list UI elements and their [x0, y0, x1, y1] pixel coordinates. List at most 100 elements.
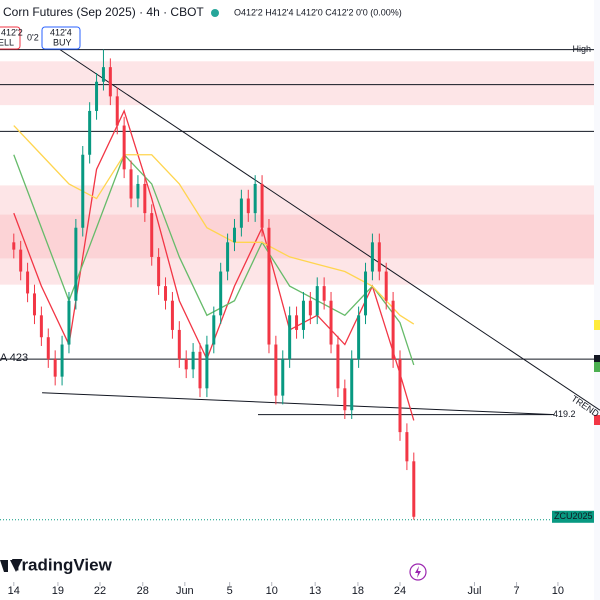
candle-body — [136, 183, 140, 199]
price-tag — [594, 362, 600, 372]
candle-body — [129, 169, 133, 199]
symbol-title: Corn Futures (Sep 2025) · 4h · CBOT — [3, 5, 204, 19]
price-axis-strip — [594, 0, 600, 600]
spread: 0'2 — [27, 32, 39, 42]
x-tick-label: 10 — [552, 585, 564, 597]
candle-body — [232, 227, 236, 243]
candle-body — [32, 293, 36, 316]
candle-body — [74, 227, 78, 301]
candle-body — [219, 271, 223, 316]
candle-body — [253, 183, 257, 214]
candle-body — [391, 300, 395, 360]
candle-body — [53, 359, 57, 377]
candle-body — [281, 359, 285, 396]
candle-body — [226, 242, 230, 272]
candle-body — [101, 67, 105, 82]
x-tick-label: 19 — [52, 585, 64, 597]
buy-button[interactable] — [41, 26, 81, 50]
x-tick-label: 7 — [513, 585, 519, 597]
price-tag — [594, 355, 600, 367]
candle-body — [46, 337, 50, 360]
candle-body — [205, 344, 209, 389]
candle-body — [343, 388, 347, 411]
candle-body — [336, 344, 340, 389]
candle-body — [322, 286, 326, 301]
candle-body — [19, 249, 23, 272]
zone — [0, 214, 594, 259]
x-tick-label: 22 — [94, 585, 106, 597]
sell-label: ELL — [0, 37, 14, 47]
x-tick-label: Jul — [467, 585, 481, 597]
buy-price: 412'4 — [50, 27, 72, 37]
candle-body — [39, 315, 43, 338]
candle-body — [143, 183, 147, 214]
candle-body — [108, 67, 112, 97]
candle-body — [364, 271, 368, 316]
candle-body — [357, 315, 361, 360]
ohlc: O412'2 H412'4 L412'0 C412'2 0'0 (0.00%) — [234, 7, 402, 17]
candle-body — [260, 183, 264, 228]
trendline — [42, 392, 555, 416]
status-dot — [211, 9, 219, 17]
x-tick-label: 5 — [227, 585, 233, 597]
header-bg — [0, 0, 400, 22]
price-tag — [594, 415, 600, 425]
candle-body — [67, 300, 71, 345]
buy-label: BUY — [53, 37, 72, 47]
x-tick-label: 18 — [352, 585, 364, 597]
chart-back — [0, 49, 594, 586]
symbol-tag — [552, 510, 594, 523]
x-tick-label: 13 — [309, 585, 321, 597]
candle-body — [122, 125, 126, 170]
trendline — [59, 49, 600, 411]
x-tick-label: Jun — [176, 585, 194, 597]
candle-body — [26, 271, 30, 294]
candle-body — [81, 154, 85, 228]
candle-body — [350, 359, 354, 411]
candle-body — [308, 300, 312, 316]
candle-body — [12, 242, 16, 250]
sell-price: 412'2 — [1, 27, 23, 37]
candle-body — [274, 344, 278, 396]
x-tick-label: 28 — [137, 585, 149, 597]
candle-body — [329, 300, 333, 345]
x-tick-label: 10 — [266, 585, 278, 597]
candle-body — [246, 198, 250, 214]
candle-body — [88, 110, 92, 155]
replay-bolt — [415, 566, 421, 578]
candle-body — [301, 300, 305, 330]
candle-body — [239, 198, 243, 228]
level-label: A 423 — [0, 352, 28, 364]
candle-body — [288, 315, 292, 360]
candle-body — [405, 432, 409, 462]
candle-body — [164, 286, 168, 301]
logo-mark — [0, 560, 22, 572]
candle-body — [191, 351, 195, 370]
candle-body — [198, 351, 202, 389]
level-value: 419.2 — [553, 409, 576, 419]
level-tag — [552, 408, 578, 421]
candle-body — [412, 461, 416, 517]
candle-body — [150, 213, 154, 257]
candle-body — [170, 300, 174, 330]
candle-body — [370, 242, 374, 272]
candle-body — [115, 96, 119, 126]
symbol-label: ZCU2025 — [554, 511, 593, 521]
candle-body — [295, 315, 299, 330]
candle-body — [95, 81, 99, 111]
candle-body — [157, 256, 161, 287]
zone — [0, 61, 594, 106]
sell-button[interactable] — [0, 26, 21, 50]
candle-body — [60, 344, 64, 377]
candle-body — [177, 329, 181, 360]
zone — [0, 185, 594, 285]
candle-body — [184, 359, 188, 370]
x-tick-label: 14 — [8, 585, 20, 597]
candle-body — [377, 242, 381, 272]
candle-body — [384, 271, 388, 301]
candle-body — [267, 227, 271, 345]
candle-body — [315, 286, 319, 316]
logo: TradingView — [12, 555, 113, 574]
